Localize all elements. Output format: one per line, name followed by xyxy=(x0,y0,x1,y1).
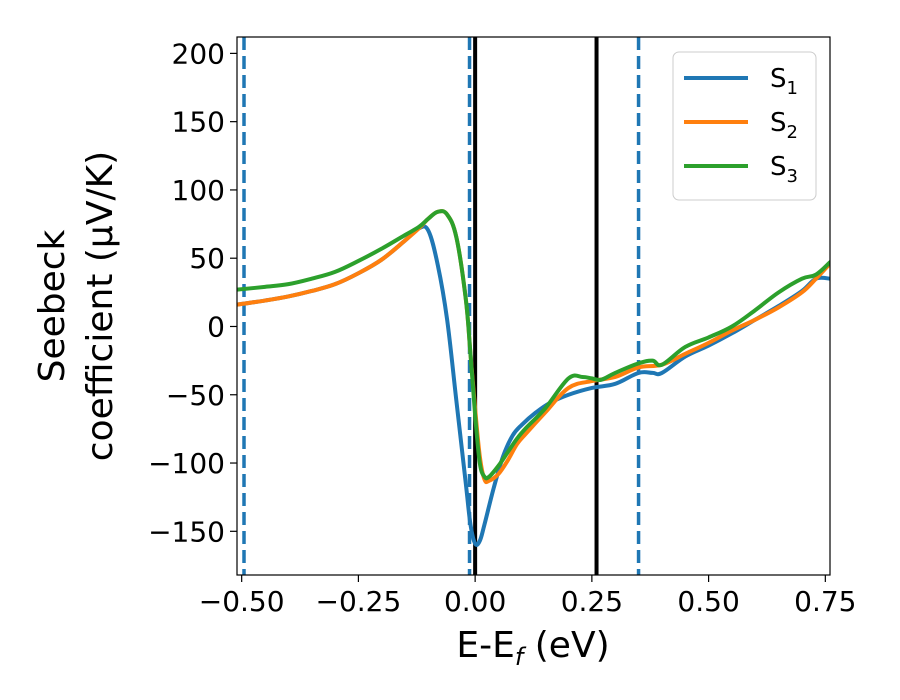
y-tick-label: 100 xyxy=(172,174,225,207)
y-tick-label: 50 xyxy=(189,242,225,275)
x-axis-ticks: −0.50 −0.25 0.00 0.25 0.50 0.75 xyxy=(199,575,857,618)
y-axis-label: Seebeck coefficient (μV/K) xyxy=(32,151,121,461)
y-tick-label: 150 xyxy=(172,106,225,139)
legend-label-s2: S2 xyxy=(770,108,798,143)
series-line-s2 xyxy=(237,209,830,485)
y-axis-ticks: −150 −100 −50 0 50 100 150 200 xyxy=(148,37,237,548)
y-axis-label-line2: coefficient (μV/K) xyxy=(80,151,121,461)
plot-area-frame xyxy=(236,36,831,576)
y-tick-label: −100 xyxy=(148,447,225,480)
reference-lines xyxy=(242,37,641,575)
x-tick-label: 0.50 xyxy=(677,585,739,618)
y-axis-label-line1: Seebeck xyxy=(32,229,73,382)
x-tick-label: −0.25 xyxy=(315,585,401,618)
x-tick-label: −0.50 xyxy=(199,585,285,618)
series-lines xyxy=(237,209,830,547)
legend-label-s1: S1 xyxy=(770,64,798,99)
series-line-s3 xyxy=(237,209,830,481)
x-tick-label: 0.00 xyxy=(444,585,506,618)
y-tick-label: 200 xyxy=(172,37,225,70)
y-tick-label: −50 xyxy=(166,379,225,412)
y-tick-label: 0 xyxy=(207,310,225,343)
legend-box xyxy=(672,51,817,201)
y-tick-label: −150 xyxy=(148,515,225,548)
x-axis-label: E-Ef (eV) xyxy=(456,625,609,671)
x-tick-label: 0.75 xyxy=(794,585,856,618)
legend: S1 S2 S3 xyxy=(672,51,817,201)
legend-label-s3: S3 xyxy=(770,152,798,187)
x-tick-label: 0.25 xyxy=(561,585,623,618)
